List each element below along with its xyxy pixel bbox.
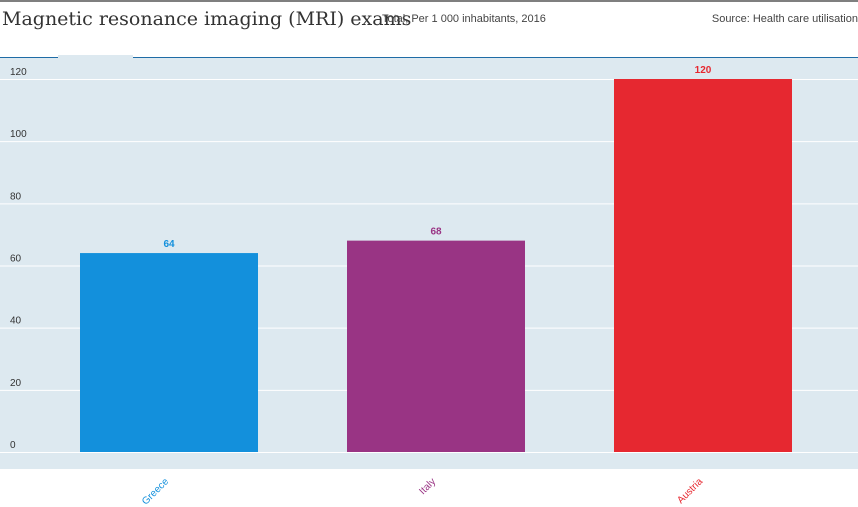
value-label: 120: [695, 65, 712, 76]
bar-greece[interactable]: [80, 253, 258, 452]
chart-subtitle: Total, Per 1 000 inhabitants, 2016: [382, 13, 546, 25]
y-tick-label: 0: [10, 440, 16, 451]
accent-tab: [58, 55, 133, 58]
y-tick-label: 100: [10, 129, 27, 140]
chart-source: Source: Health care utilisation: [711, 13, 858, 25]
bar-austria[interactable]: [614, 79, 792, 452]
value-label: 68: [430, 227, 442, 238]
y-tick-label: 40: [10, 316, 22, 327]
bar-italy[interactable]: [347, 240, 525, 452]
value-label: 64: [163, 239, 175, 250]
chart-title: Magnetic resonance imaging (MRI) exams: [2, 8, 412, 30]
accent-rule: [0, 57, 858, 58]
x-tick-label: Greece: [140, 476, 171, 507]
y-tick-label: 60: [10, 254, 22, 265]
top-rule: [0, 0, 858, 2]
x-tick-label: Italy: [417, 476, 438, 497]
y-tick-label: 80: [10, 191, 22, 202]
y-tick-label: 20: [10, 378, 22, 389]
y-tick-label: 120: [10, 67, 27, 78]
chart-header: Magnetic resonance imaging (MRI) exams T…: [0, 2, 858, 58]
x-tick-label: Austria: [675, 476, 705, 506]
